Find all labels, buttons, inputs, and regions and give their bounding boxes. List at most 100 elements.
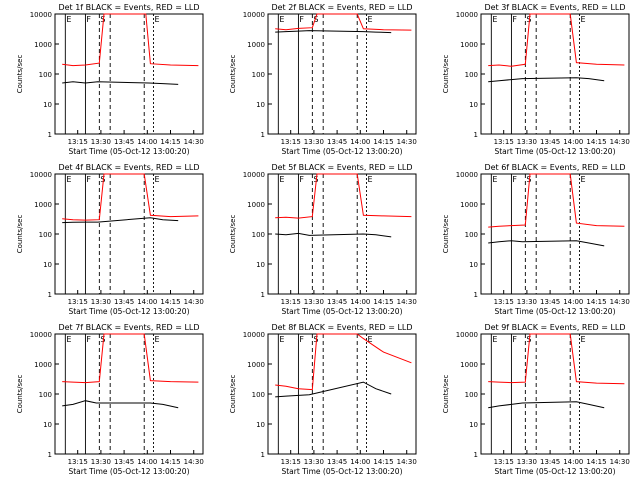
y-tick-label: 1 [261,131,265,139]
y-tick-label: 1 [48,131,52,139]
y-tick-label: 1000 [460,361,478,369]
y-axis-label: Counts/sec [229,215,237,254]
x-tick-label: 14:30 [397,458,417,466]
x-tick-label: 13:30 [517,458,537,466]
y-tick-label: 10 [256,101,265,109]
x-tick-label: 13:45 [327,458,347,466]
series-events-line [488,240,605,247]
y-tick-label: 10 [43,261,52,269]
y-tick-label: 100 [465,71,478,79]
y-tick-label: 1 [474,291,478,299]
chart-panel-6: Det 6f BLACK = Events, RED = LLD 1 10 100 10… [442,163,630,316]
series-lld-line [275,173,412,219]
x-tick-label: 13:30 [91,458,111,466]
marker-label: E [66,335,71,344]
x-axis-label: Start Time (05-Oct-12 13:00:20) [68,147,189,156]
y-tick-label: 100 [39,231,52,239]
marker-label: F [299,175,304,184]
plot-frame [54,13,204,135]
x-tick-label: 13:15 [494,458,514,466]
x-axis-label: Start Time (05-Oct-12 13:00:20) [281,307,402,316]
x-tick-label: 14:15 [160,298,180,306]
x-tick-label: 13:30 [91,138,111,146]
chart-panel-9: Det 9f BLACK = Events, RED = LLD 1 10 100 10… [442,323,630,476]
x-axis-label: Start Time (05-Oct-12 13:00:20) [494,147,615,156]
marker-label: E [580,335,585,344]
marker-label: E [492,335,497,344]
series-lld-line [62,13,199,67]
marker-label: F [86,15,91,24]
chart-title: Det 3f BLACK = Events, RED = LLD [484,3,625,12]
series-lld-line [275,13,412,31]
plot-frame [54,173,204,295]
x-tick-label: 13:15 [68,458,88,466]
marker-label: F [86,335,91,344]
marker-label: F [86,175,91,184]
y-tick-label: 10000 [456,331,478,339]
x-tick-label: 13:30 [517,298,537,306]
y-tick-label: 10000 [456,11,478,19]
y-tick-label: 1 [474,451,478,459]
y-axis-label: Counts/sec [16,375,24,414]
x-tick-label: 13:45 [540,458,560,466]
marker-label: S [526,335,531,344]
x-tick-label: 13:45 [114,298,134,306]
x-tick-label: 13:45 [540,298,560,306]
y-tick-label: 10000 [456,171,478,179]
marker-label: S [313,15,318,24]
y-axis-label: Counts/sec [229,375,237,414]
plot-frame [54,333,204,455]
y-tick-label: 10000 [243,171,265,179]
chart-panel-3: Det 3f BLACK = Events, RED = LLD 1 10 100 10… [442,3,630,156]
x-tick-label: 13:15 [494,138,514,146]
y-tick-label: 1 [261,291,265,299]
x-axis-label: Start Time (05-Oct-12 13:00:20) [494,467,615,476]
chart-title: Det 7f BLACK = Events, RED = LLD [58,323,199,332]
x-tick-label: 14:30 [610,458,630,466]
x-axis-label: Start Time (05-Oct-12 13:00:20) [68,307,189,316]
series-events-line [62,400,179,409]
x-tick-label: 14:30 [184,298,204,306]
y-tick-label: 100 [39,391,52,399]
marker-label: E [154,175,159,184]
x-tick-label: 14:30 [397,298,417,306]
x-tick-label: 13:15 [68,138,88,146]
y-axis-label: Counts/sec [16,215,24,254]
y-tick-label: 100 [39,71,52,79]
x-tick-label: 14:00 [563,298,583,306]
marker-label: E [279,15,284,24]
x-tick-label: 14:30 [610,138,630,146]
marker-label: E [66,175,71,184]
y-tick-label: 10000 [243,11,265,19]
y-tick-label: 10000 [30,171,52,179]
marker-label: S [526,15,531,24]
x-tick-label: 14:30 [397,138,417,146]
x-tick-label: 13:45 [327,298,347,306]
chart-title: Det 2f BLACK = Events, RED = LLD [271,3,412,12]
plot-frame [267,13,417,135]
chart-panel-4: Det 4f BLACK = Events, RED = LLD 1 10 100 10… [16,163,204,316]
y-tick-label: 1 [48,291,52,299]
series-events-line [62,217,179,224]
x-tick-label: 13:15 [68,298,88,306]
plot-frame [480,333,630,455]
marker-label: E [154,335,159,344]
x-tick-label: 13:30 [304,138,324,146]
y-tick-label: 1000 [34,41,52,49]
series-lld-line [488,13,625,67]
marker-label: F [512,175,517,184]
marker-label: S [100,15,105,24]
chart-title: Det 4f BLACK = Events, RED = LLD [58,163,199,172]
marker-label: E [279,175,284,184]
marker-label: E [367,175,372,184]
chart-title: Det 9f BLACK = Events, RED = LLD [484,323,625,332]
x-tick-label: 13:30 [304,298,324,306]
y-tick-label: 10 [256,261,265,269]
y-tick-label: 10 [469,101,478,109]
y-tick-label: 10000 [243,331,265,339]
x-tick-label: 14:00 [350,138,370,146]
y-tick-label: 1000 [34,201,52,209]
chart-panel-7: Det 7f BLACK = Events, RED = LLD 1 10 100 10… [16,323,204,476]
series-events-line [62,81,179,85]
y-tick-label: 1 [474,131,478,139]
